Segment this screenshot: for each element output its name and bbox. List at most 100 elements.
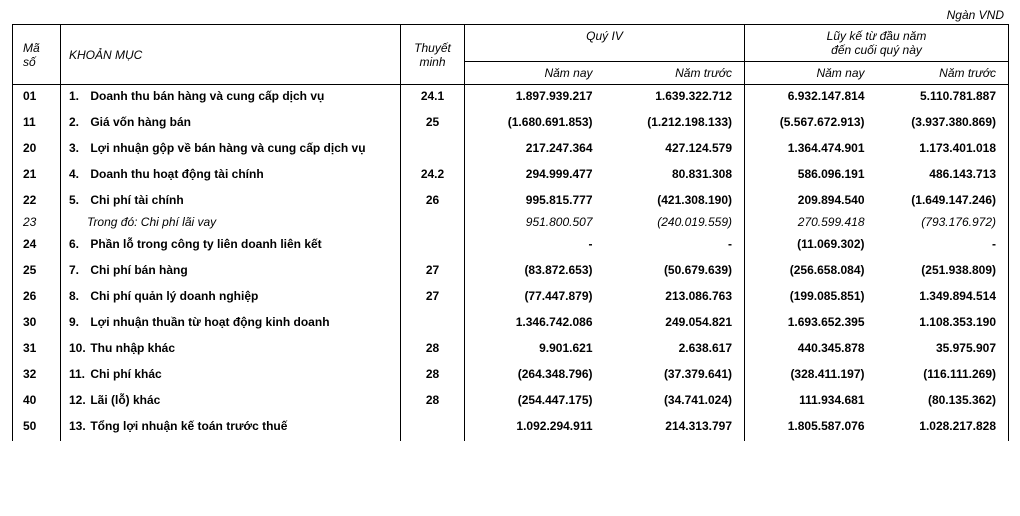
- cell-value: (50.679.639): [605, 259, 745, 281]
- header-code: Mã số: [13, 25, 61, 85]
- cell-value: (1.680.691.853): [465, 111, 605, 133]
- table-row: 225. Chi phí tài chính26995.815.777(421.…: [13, 189, 1009, 211]
- cell-note: 24.2: [401, 163, 465, 185]
- cell-value: (34.741.024): [605, 389, 745, 411]
- cell-item: 7. Chi phí bán hàng: [61, 259, 401, 281]
- cell-item: 8. Chi phí quản lý doanh nghiệp: [61, 285, 401, 307]
- cell-value: 249.054.821: [605, 311, 745, 333]
- header-ytd-line2: đến cuối quý này: [831, 43, 922, 57]
- cell-item: 4. Doanh thu hoạt động tài chính: [61, 163, 401, 185]
- cell-value: -: [877, 233, 1009, 255]
- cell-code: 01: [13, 85, 61, 108]
- cell-value: (256.658.084): [745, 259, 877, 281]
- cell-code: 22: [13, 189, 61, 211]
- cell-value: 1.639.322.712: [605, 85, 745, 108]
- cell-value: (199.085.851): [745, 285, 877, 307]
- cell-value: 1.897.939.217: [465, 85, 605, 108]
- cell-value: 1.108.353.190: [877, 311, 1009, 333]
- cell-note: 27: [401, 285, 465, 307]
- cell-value: (80.135.362): [877, 389, 1009, 411]
- header-q4-this-year: Năm nay: [465, 62, 605, 85]
- header-ytd-line1: Lũy kế từ đầu năm: [827, 29, 927, 43]
- cell-code: 32: [13, 363, 61, 385]
- cell-value: 9.901.621: [465, 337, 605, 359]
- cell-value: (5.567.672.913): [745, 111, 877, 133]
- cell-value: 1.092.294.911: [465, 415, 605, 437]
- cell-code: 31: [13, 337, 61, 359]
- cell-item: 2. Giá vốn hàng bán: [61, 111, 401, 133]
- cell-value: 80.831.308: [605, 163, 745, 185]
- cell-value: (793.176.972): [877, 211, 1009, 233]
- cell-value: (11.069.302): [745, 233, 877, 255]
- cell-value: (264.348.796): [465, 363, 605, 385]
- header-q4-last-year: Năm trước: [605, 62, 745, 85]
- cell-value: 5.110.781.887: [877, 85, 1009, 108]
- cell-value: 217.247.364: [465, 137, 605, 159]
- cell-note: [401, 311, 465, 333]
- cell-value: 209.894.540: [745, 189, 877, 211]
- cell-value: 1.346.742.086: [465, 311, 605, 333]
- cell-code: 20: [13, 137, 61, 159]
- table-row: 4012. Lãi (lỗ) khác28(254.447.175)(34.74…: [13, 389, 1009, 411]
- cell-note: 26: [401, 189, 465, 211]
- cell-value: 586.096.191: [745, 163, 877, 185]
- cell-value: -: [605, 233, 745, 255]
- cell-item: Trong đó: Chi phí lãi vay: [61, 211, 401, 233]
- cell-code: 30: [13, 311, 61, 333]
- cell-value: 951.800.507: [465, 211, 605, 233]
- cell-value: (77.447.879): [465, 285, 605, 307]
- cell-value: 486.143.713: [877, 163, 1009, 185]
- cell-value: (251.938.809): [877, 259, 1009, 281]
- cell-value: 214.313.797: [605, 415, 745, 437]
- cell-value: 213.086.763: [605, 285, 745, 307]
- table-row: 23Trong đó: Chi phí lãi vay951.800.507(2…: [13, 211, 1009, 233]
- cell-code: 26: [13, 285, 61, 307]
- cell-value: (83.872.653): [465, 259, 605, 281]
- cell-item: 6. Phần lỗ trong công ty liên doanh liên…: [61, 233, 401, 255]
- cell-value: 2.638.617: [605, 337, 745, 359]
- cell-value: 427.124.579: [605, 137, 745, 159]
- cell-item: 3. Lợi nhuận gộp về bán hàng và cung cấp…: [61, 137, 401, 159]
- cell-value: (37.379.641): [605, 363, 745, 385]
- cell-value: 1.693.652.395: [745, 311, 877, 333]
- cell-value: 1.364.474.901: [745, 137, 877, 159]
- cell-item: 10. Thu nhập khác: [61, 337, 401, 359]
- cell-value: (116.111.269): [877, 363, 1009, 385]
- cell-value: 1.173.401.018: [877, 137, 1009, 159]
- cell-item: 12. Lãi (lỗ) khác: [61, 389, 401, 411]
- cell-value: (3.937.380.869): [877, 111, 1009, 133]
- cell-code: 50: [13, 415, 61, 437]
- cell-value: (421.308.190): [605, 189, 745, 211]
- cell-value: 1.028.217.828: [877, 415, 1009, 437]
- table-row: 309. Lợi nhuận thuần từ hoạt động kinh d…: [13, 311, 1009, 333]
- table-row: 246. Phần lỗ trong công ty liên doanh li…: [13, 233, 1009, 255]
- table-row: 5013. Tổng lợi nhuận kế toán trước thuế 1…: [13, 415, 1009, 437]
- unit-label: Ngàn VND: [12, 8, 1008, 22]
- header-ytd-this-year: Năm nay: [745, 62, 877, 85]
- cell-note: [401, 211, 465, 233]
- table-row: 011. Doanh thu bán hàng và cung cấp dịch…: [13, 85, 1009, 108]
- cell-value: 440.345.878: [745, 337, 877, 359]
- header-note: Thuyết minh: [401, 25, 465, 85]
- table-row: 214. Doanh thu hoạt động tài chính24.229…: [13, 163, 1009, 185]
- cell-value: (240.019.559): [605, 211, 745, 233]
- cell-note: [401, 415, 465, 437]
- cell-note: 27: [401, 259, 465, 281]
- financial-table: Mã số KHOẢN MỤC Thuyết minh Quý IV Lũy k…: [12, 24, 1009, 441]
- table-row: 268. Chi phí quản lý doanh nghiệp27(77.4…: [13, 285, 1009, 307]
- table-row: 3110. Thu nhập khác289.901.6212.638.6174…: [13, 337, 1009, 359]
- cell-value: (1.649.147.246): [877, 189, 1009, 211]
- cell-note: 28: [401, 389, 465, 411]
- header-group-q4: Quý IV: [465, 25, 745, 62]
- cell-item: 13. Tổng lợi nhuận kế toán trước thuế: [61, 415, 401, 437]
- cell-value: 35.975.907: [877, 337, 1009, 359]
- cell-note: [401, 233, 465, 255]
- cell-code: 25: [13, 259, 61, 281]
- cell-value: 1.349.894.514: [877, 285, 1009, 307]
- header-group-ytd: Lũy kế từ đầu năm đến cuối quý này: [745, 25, 1009, 62]
- cell-item: 11. Chi phí khác: [61, 363, 401, 385]
- cell-code: 21: [13, 163, 61, 185]
- cell-item: 9. Lợi nhuận thuần từ hoạt động kinh doa…: [61, 311, 401, 333]
- cell-note: 28: [401, 337, 465, 359]
- cell-code: 11: [13, 111, 61, 133]
